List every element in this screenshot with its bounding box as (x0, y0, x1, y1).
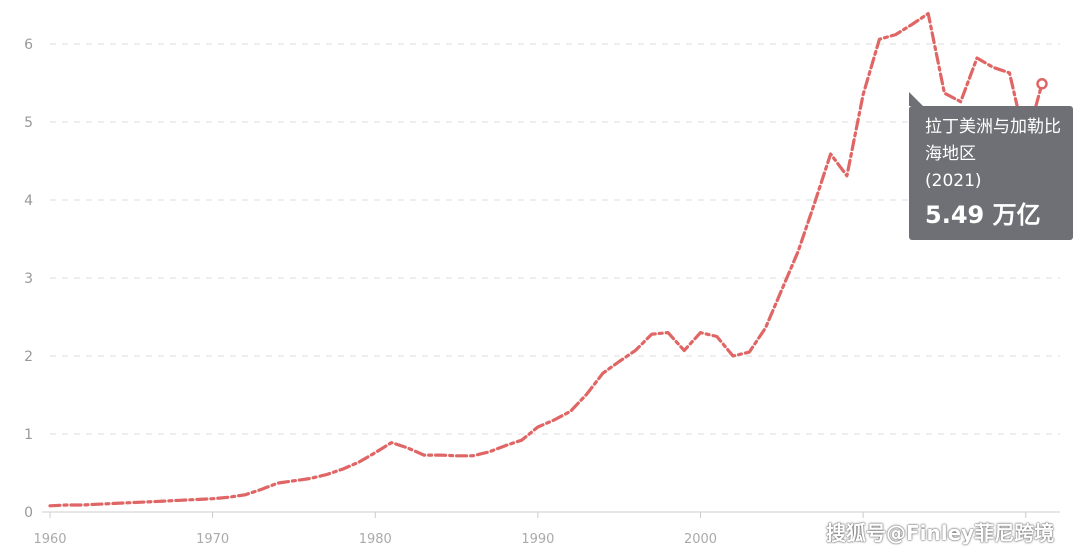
data-point[interactable] (356, 459, 362, 465)
y-tick-label: 0 (24, 505, 33, 521)
data-point[interactable] (730, 353, 736, 359)
data-point[interactable] (828, 151, 834, 157)
x-tick-label: 1990 (521, 532, 554, 547)
data-point[interactable] (600, 370, 606, 376)
data-point[interactable] (844, 173, 850, 179)
data-point[interactable] (454, 453, 460, 459)
data-point[interactable] (193, 497, 199, 503)
y-tick-label: 5 (24, 115, 33, 131)
data-point[interactable] (470, 453, 476, 459)
data-point[interactable] (177, 497, 183, 503)
tooltip-series-name: 拉丁美洲与加勒比海地区 (925, 117, 1061, 164)
data-point[interactable] (958, 99, 964, 105)
data-point[interactable] (860, 92, 866, 98)
tooltip-value: 5.49 万亿 (925, 201, 1041, 229)
data-point[interactable] (632, 348, 638, 354)
data-point[interactable] (502, 443, 508, 449)
y-tick-label: 1 (24, 427, 33, 443)
data-point[interactable] (80, 502, 86, 508)
data-point[interactable] (307, 475, 313, 481)
series-points[interactable] (47, 11, 1048, 509)
data-point[interactable] (405, 445, 411, 451)
grid-lines (50, 43, 1060, 435)
data-point[interactable] (437, 452, 443, 458)
data-point[interactable] (242, 492, 248, 498)
x-tick-label: 1980 (359, 532, 392, 547)
data-point[interactable] (714, 334, 720, 340)
data-point[interactable] (697, 330, 703, 336)
data-point[interactable] (567, 408, 573, 414)
data-point[interactable] (925, 11, 931, 17)
data-point[interactable] (665, 330, 671, 336)
data-point[interactable] (681, 348, 687, 354)
x-tick-label: 1960 (33, 532, 66, 547)
data-point[interactable] (47, 503, 53, 509)
data-point[interactable] (486, 449, 492, 455)
watermark: 搜狐号@Finley菲尼跨境 (826, 521, 1055, 545)
data-point[interactable] (112, 500, 118, 506)
data-point[interactable] (258, 486, 264, 492)
data-point[interactable] (811, 201, 817, 207)
data-point[interactable] (795, 248, 801, 254)
y-tick-label: 2 (24, 349, 33, 365)
data-point[interactable] (584, 391, 590, 397)
data-point[interactable] (876, 36, 882, 42)
data-point[interactable] (372, 450, 378, 456)
x-tick-label: 1970 (196, 532, 229, 547)
data-point[interactable] (389, 440, 395, 446)
data-point[interactable] (519, 437, 525, 443)
data-tooltip: 拉丁美洲与加勒比海地区 (2021) 5.49 万亿 (909, 92, 1073, 240)
y-tick-label: 6 (24, 37, 33, 53)
data-point[interactable] (210, 496, 216, 502)
data-point[interactable] (96, 501, 102, 507)
tick-labels: 0 1 2 3 4 5 6 1960 1970 1980 1990 2000 (24, 37, 717, 547)
data-point[interactable] (128, 500, 134, 506)
data-point[interactable] (421, 452, 427, 458)
data-point[interactable] (909, 22, 915, 28)
tooltip-year: (2021) (925, 171, 982, 191)
data-point[interactable] (323, 472, 329, 478)
data-point[interactable] (649, 331, 655, 337)
series-line (48, 12, 1044, 508)
highlighted-data-point[interactable] (1036, 78, 1048, 90)
data-point[interactable] (551, 417, 557, 423)
data-point[interactable] (763, 325, 769, 331)
data-point[interactable] (893, 32, 899, 38)
data-point[interactable] (941, 90, 947, 96)
data-point[interactable] (63, 502, 69, 508)
data-point[interactable] (145, 499, 151, 505)
series-line-path (48, 12, 1044, 508)
data-point[interactable] (161, 498, 167, 504)
data-point[interactable] (275, 480, 281, 486)
data-point[interactable] (616, 358, 622, 364)
data-point[interactable] (535, 424, 541, 430)
data-point[interactable] (990, 64, 996, 70)
data-point[interactable] (1006, 70, 1012, 76)
data-point[interactable] (340, 466, 346, 472)
y-tick-label: 3 (24, 271, 33, 287)
data-point[interactable] (226, 494, 232, 500)
y-tick-label: 4 (24, 193, 33, 209)
data-point[interactable] (974, 55, 980, 61)
axes (42, 511, 1060, 518)
data-point[interactable] (746, 349, 752, 355)
x-tick-label: 2000 (684, 532, 717, 547)
data-point[interactable] (779, 287, 785, 293)
data-point[interactable] (291, 478, 297, 484)
